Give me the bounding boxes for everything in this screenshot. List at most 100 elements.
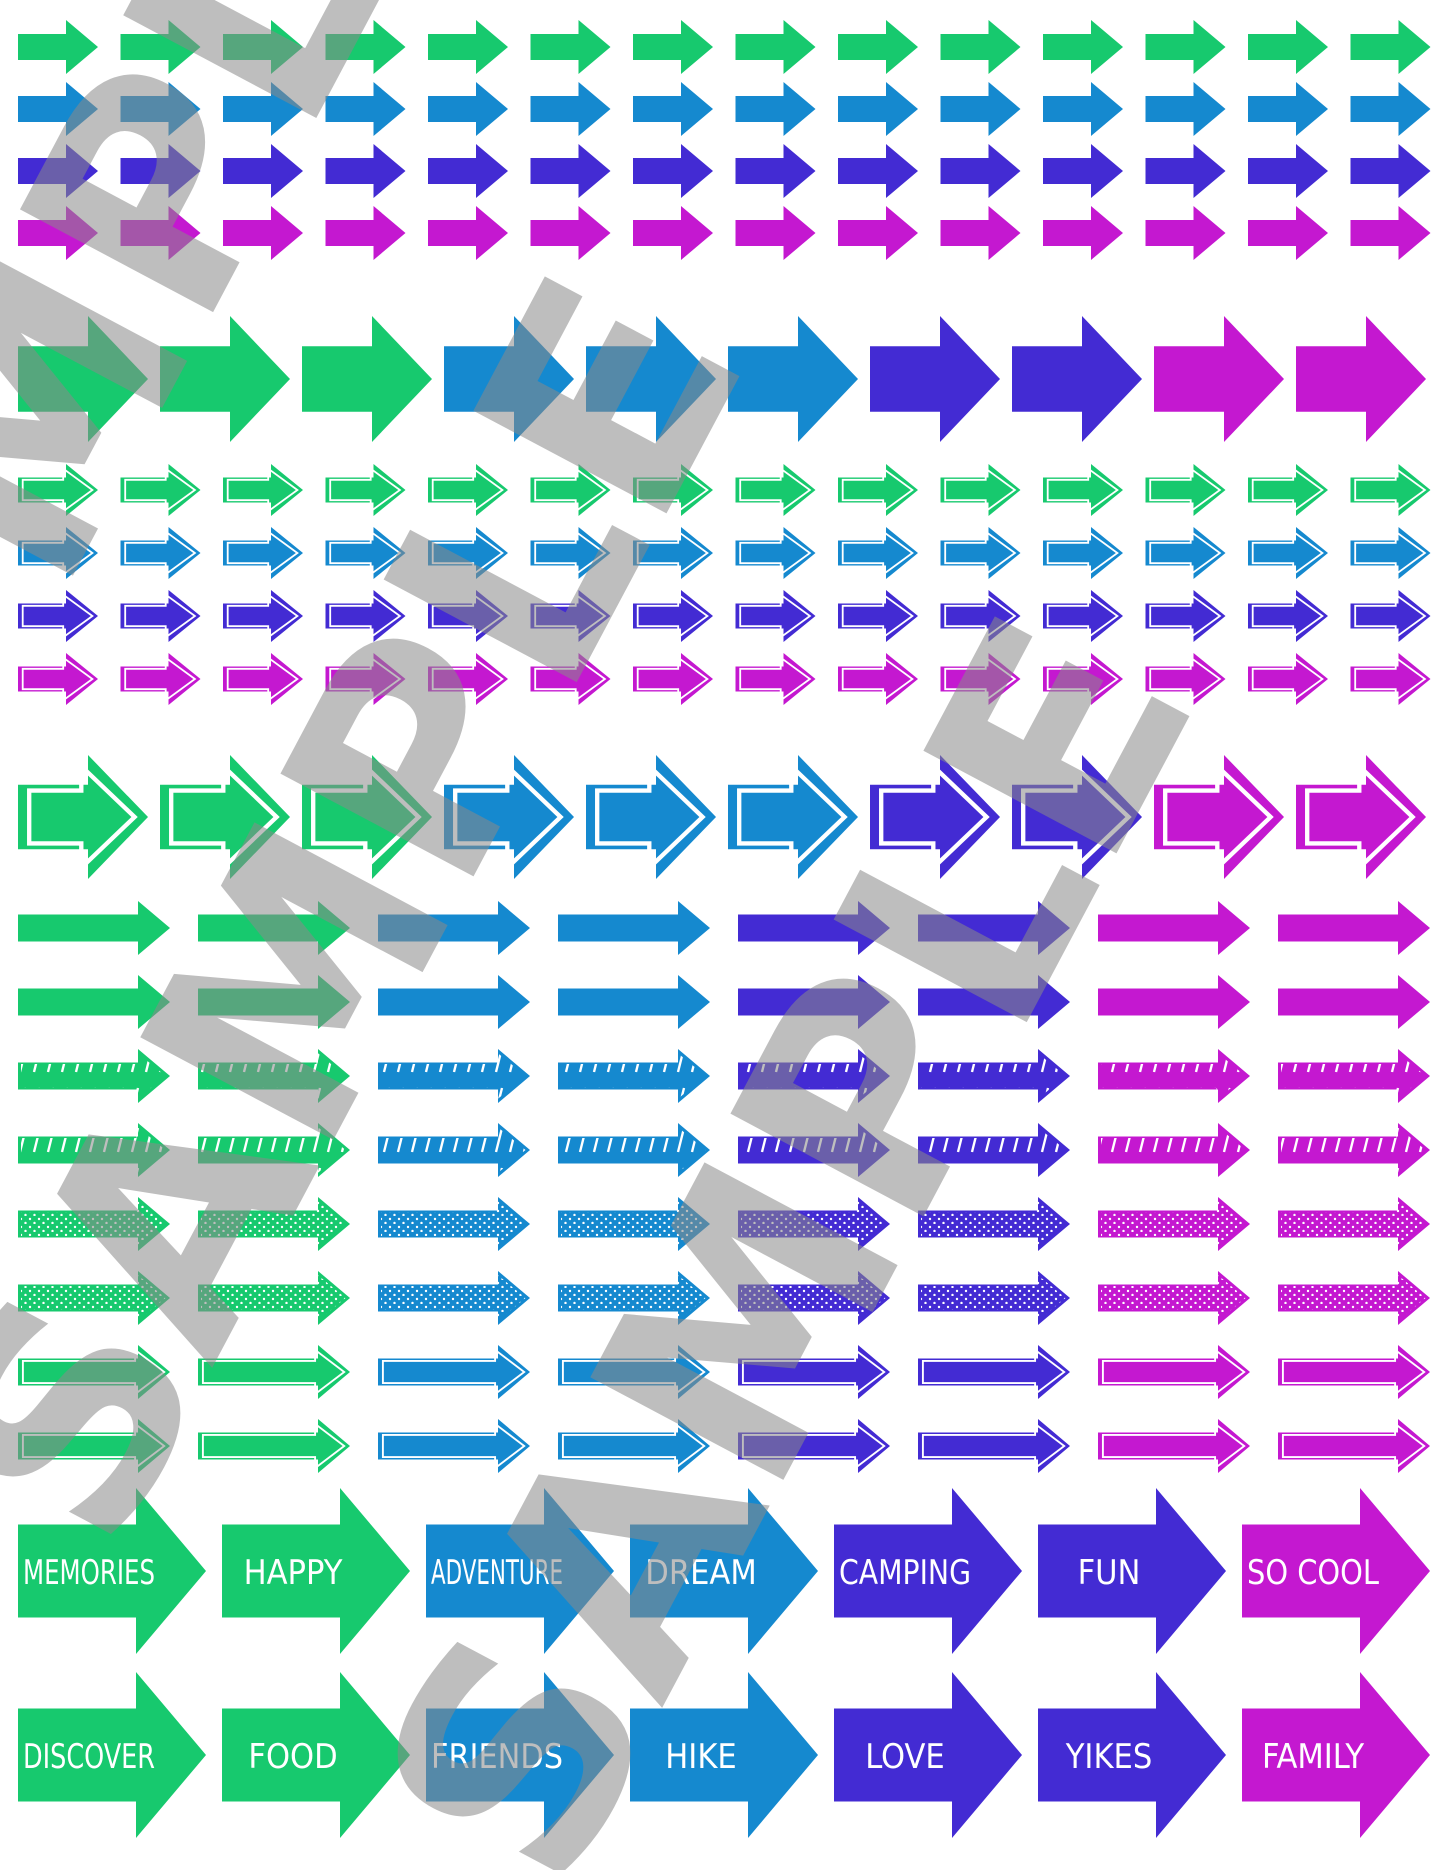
small-solid-arrow — [1145, 144, 1226, 198]
small-solid-arrow — [120, 206, 201, 260]
word-arrow-stickers: MEMORIES HAPPY ADVENTURE DREAM CAMPING FUN SO … — [18, 1488, 1430, 1838]
long-solid-arrow — [378, 901, 530, 955]
word-arrow-label: FRIENDS — [431, 1737, 563, 1777]
small-outlined-arrow — [940, 590, 1021, 642]
long-dotted-arrow — [558, 1271, 710, 1325]
small-outlined-arrow — [325, 590, 406, 642]
word-arrow — [1038, 1488, 1226, 1654]
long-solid-arrow — [558, 901, 710, 955]
long-solid-arrow — [558, 975, 710, 1029]
small-outlined-arrow — [1248, 590, 1328, 642]
small-outlined-arrow — [1145, 527, 1226, 579]
long-striped-arrow — [558, 1049, 710, 1103]
long-dotted-arrow — [1278, 1271, 1430, 1325]
long-outlined-arrow — [1098, 1419, 1250, 1473]
small-solid-arrow — [735, 20, 816, 74]
small-outlined-arrow — [1248, 527, 1328, 579]
small-outlined-arrow — [1248, 464, 1328, 516]
long-outlined-arrow — [18, 1419, 170, 1473]
small-outlined-arrow — [1043, 653, 1123, 705]
small-solid-arrow — [1248, 82, 1328, 136]
word-arrow — [222, 1488, 410, 1654]
small-solid-arrow — [120, 82, 201, 136]
small-solid-arrow — [530, 206, 611, 260]
long-outlined-arrow — [918, 1419, 1070, 1473]
long-dotted-arrow — [378, 1197, 530, 1251]
long-solid-arrow — [918, 901, 1070, 955]
small-outlined-arrow — [735, 590, 816, 642]
large-solid-arrow — [444, 316, 574, 442]
long-outlined-arrow — [918, 1345, 1070, 1399]
small-outlined-arrow — [940, 527, 1021, 579]
small-solid-arrow — [735, 82, 816, 136]
small-solid-arrow — [325, 20, 406, 74]
long-dotted-arrow — [1278, 1197, 1430, 1251]
large-outlined-arrow — [444, 755, 574, 879]
word-arrow-label: ADVENTURE — [431, 1553, 563, 1593]
long-solid-arrow — [1278, 975, 1430, 1029]
small-outlined-arrow — [1145, 464, 1226, 516]
small-solid-arrow — [1043, 82, 1123, 136]
small-outlined-arrow — [1145, 590, 1226, 642]
small-solid-arrow — [18, 144, 98, 198]
long-striped-arrow — [1098, 1123, 1250, 1177]
small-solid-arrow — [1145, 20, 1226, 74]
small-solid-arrow — [735, 206, 816, 260]
small-outlined-arrow — [1350, 653, 1431, 705]
long-solid-arrow — [1278, 901, 1430, 955]
small-solid-arrow — [735, 144, 816, 198]
long-dotted-arrow — [558, 1197, 710, 1251]
long-solid-arrow — [18, 901, 170, 955]
small-solid-arrow — [18, 82, 98, 136]
small-outlined-arrow — [530, 527, 611, 579]
small-solid-arrow — [1043, 206, 1123, 260]
small-solid-arrow — [428, 144, 508, 198]
long-outlined-arrow — [1278, 1419, 1430, 1473]
small-outlined-arrow — [633, 527, 713, 579]
long-striped-arrow — [558, 1123, 710, 1177]
word-arrow-label: SO COOL — [1247, 1553, 1379, 1593]
small-outlined-arrow — [633, 590, 713, 642]
word-arrow-label: DISCOVER — [23, 1737, 155, 1777]
large-solid-arrow — [160, 316, 290, 442]
small-outlined-arrow — [735, 653, 816, 705]
word-arrow — [222, 1672, 410, 1838]
long-dotted-arrow — [738, 1271, 890, 1325]
long-solid-arrow — [18, 975, 170, 1029]
small-outlined-arrow — [223, 464, 303, 516]
small-outlined-arrow — [325, 527, 406, 579]
long-striped-arrow — [918, 1049, 1070, 1103]
word-arrow — [426, 1488, 614, 1654]
large-solid-arrow — [870, 316, 1000, 442]
long-striped-arrow — [918, 1123, 1070, 1177]
word-arrow — [1242, 1672, 1430, 1838]
long-striped-arrow — [198, 1049, 350, 1103]
long-dotted-arrow — [18, 1271, 170, 1325]
small-solid-arrow — [940, 206, 1021, 260]
word-arrow-label: HIKE — [665, 1737, 736, 1777]
small-solid-arrow — [223, 20, 303, 74]
small-outlined-arrow — [18, 590, 98, 642]
small-outlined-arrow — [1145, 653, 1226, 705]
arrow-stickers — [18, 20, 1431, 1473]
small-solid-arrow — [325, 144, 406, 198]
large-outlined-arrow — [870, 755, 1000, 879]
large-outlined-arrow — [1012, 755, 1142, 879]
small-solid-arrow — [1043, 144, 1123, 198]
word-arrow-label: YIKES — [1065, 1737, 1153, 1777]
small-outlined-arrow — [428, 527, 508, 579]
small-outlined-arrow — [428, 653, 508, 705]
small-solid-arrow — [1350, 82, 1431, 136]
small-outlined-arrow — [735, 527, 816, 579]
long-outlined-arrow — [378, 1419, 530, 1473]
small-solid-arrow — [530, 20, 611, 74]
long-outlined-arrow — [1278, 1345, 1430, 1399]
word-arrow-label: FAMILY — [1262, 1737, 1364, 1777]
small-solid-arrow — [940, 20, 1021, 74]
small-outlined-arrow — [223, 527, 303, 579]
word-arrow — [1038, 1672, 1226, 1838]
small-solid-arrow — [325, 82, 406, 136]
small-solid-arrow — [530, 144, 611, 198]
small-outlined-arrow — [530, 653, 611, 705]
small-outlined-arrow — [735, 464, 816, 516]
